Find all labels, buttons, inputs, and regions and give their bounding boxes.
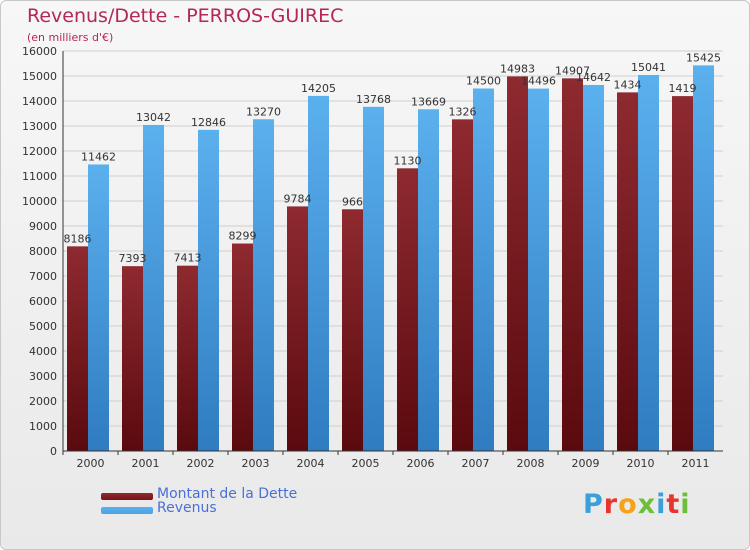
y-tick-label: 7000	[29, 270, 57, 283]
data-label-dette: 1326	[449, 105, 477, 118]
y-tick-label: 12000	[22, 145, 57, 158]
bar-revenus	[583, 84, 604, 451]
bar-dette	[177, 265, 198, 451]
bar-revenus	[693, 65, 714, 451]
bar-revenus	[638, 74, 659, 451]
data-label-dette: 9784	[284, 192, 312, 205]
bar-revenus	[198, 129, 219, 451]
y-tick-label: 11000	[22, 170, 57, 183]
y-tick-label: 13000	[22, 120, 57, 133]
data-label-revenus: 13768	[356, 93, 391, 106]
bars	[67, 65, 714, 452]
bar-revenus	[253, 119, 274, 451]
x-tick-label: 2007	[462, 457, 490, 470]
data-label-revenus: 15041	[631, 61, 666, 74]
bar-revenus	[418, 109, 439, 452]
x-tick-label: 2002	[187, 457, 215, 470]
axes: 0 1000 2000 3000 4000 5000 6000 7000 8000 9000 100…	[22, 45, 723, 470]
data-label-dette: 8186	[64, 232, 92, 245]
legend-label-revenus: Revenus	[157, 500, 217, 516]
bar-revenus	[88, 164, 109, 451]
x-tick-label: 2010	[627, 457, 655, 470]
x-tick-label: 2006	[407, 457, 435, 470]
bar-dette	[232, 243, 253, 451]
bar-revenus	[473, 88, 494, 451]
x-tick-label: 2009	[572, 457, 600, 470]
data-label-dette: 1434	[614, 78, 642, 91]
data-label-dette: 14907	[555, 64, 590, 77]
y-tick-label: 3000	[29, 370, 57, 383]
bar-dette	[397, 168, 418, 451]
bar-dette	[507, 76, 528, 452]
data-label-revenus: 11462	[81, 150, 116, 163]
x-tick-label: 2000	[77, 457, 105, 470]
y-tick-label: 6000	[29, 295, 57, 308]
data-label-dette: 7393	[119, 252, 147, 265]
bar-dette	[287, 206, 308, 451]
data-label-dette: 966	[342, 195, 363, 208]
y-tick-label: 16000	[22, 45, 57, 58]
bar-revenus	[363, 106, 384, 452]
x-tick-label: 2004	[297, 457, 325, 470]
bar-revenus	[308, 95, 329, 451]
y-tick-label: 14000	[22, 95, 57, 108]
bar-dette	[342, 209, 363, 451]
proxiti-logo: Proxiti	[583, 489, 691, 520]
x-tick-label: 2001	[132, 457, 160, 470]
y-tick-label: 4000	[29, 345, 57, 358]
data-label-revenus: 12846	[191, 116, 226, 129]
chart-subtitle: (en milliers d'€)	[27, 31, 114, 44]
y-tick-label: 2000	[29, 395, 57, 408]
bar-revenus	[528, 88, 549, 451]
data-label-dette: 8299	[229, 230, 257, 243]
data-label-revenus: 15425	[686, 51, 721, 64]
data-label-dette: 14983	[500, 62, 535, 75]
bar-dette	[122, 266, 143, 451]
y-tick-label: 15000	[22, 70, 57, 83]
data-label-revenus: 14496	[521, 75, 556, 88]
chart-title: Revenus/Dette - PERROS-GUIREC	[27, 5, 344, 27]
bar-dette	[617, 92, 638, 451]
legend-label-dette: Montant de la Dette	[157, 486, 298, 502]
bar-revenus	[143, 124, 164, 451]
legend-swatch-dette	[101, 493, 153, 500]
y-tick-label: 9000	[29, 220, 57, 233]
bar-dette	[562, 78, 583, 451]
data-label-dette: 7413	[174, 252, 202, 265]
bar-dette	[672, 96, 693, 451]
y-tick-label: 10000	[22, 195, 57, 208]
data-label-revenus: 14205	[301, 82, 336, 95]
x-tick-label: 2011	[682, 457, 710, 470]
y-tick-label: 0	[50, 445, 57, 458]
data-label-revenus: 13669	[411, 95, 446, 108]
bar-dette	[67, 246, 88, 451]
data-label-revenus: 13270	[246, 105, 281, 118]
data-label-revenus: 14642	[576, 71, 611, 84]
x-tick-label: 2005	[352, 457, 380, 470]
bar-dette	[452, 119, 473, 451]
data-label-dette: 1419	[669, 82, 697, 95]
data-label-revenus: 14500	[466, 75, 501, 88]
y-tick-label: 8000	[29, 245, 57, 258]
y-tick-label: 1000	[29, 420, 57, 433]
data-labels: 8186 11462 7393 13042 7413 12846 8299 13270 9784…	[64, 51, 722, 265]
gridlines	[63, 50, 723, 427]
y-tick-label: 5000	[29, 320, 57, 333]
x-tick-label: 2003	[242, 457, 270, 470]
legend-swatch-revenus	[101, 507, 153, 514]
data-label-dette: 1130	[394, 154, 422, 167]
x-tick-label: 2008	[517, 457, 545, 470]
data-label-revenus: 13042	[136, 111, 171, 124]
